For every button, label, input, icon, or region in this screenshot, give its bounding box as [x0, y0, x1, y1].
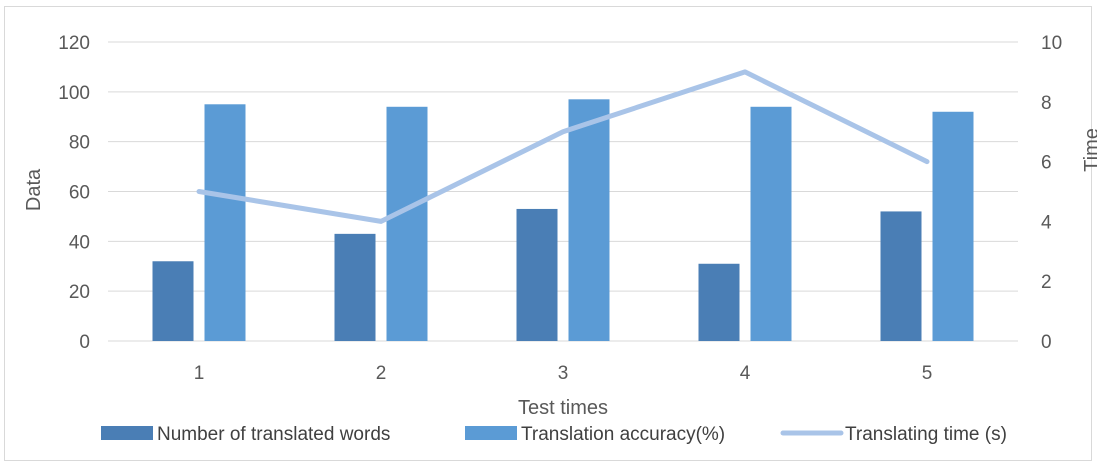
bar-translated-words [880, 211, 922, 341]
y-tick-label: 120 [58, 33, 90, 54]
bar-accuracy [932, 111, 974, 342]
y-tick-label: 0 [79, 332, 90, 353]
time-line [196, 69, 930, 224]
x-tick-label: 1 [194, 363, 205, 384]
line-point [926, 161, 928, 163]
y2-tick-label: 0 [1041, 332, 1052, 353]
gridlines [108, 41, 1018, 342]
legend-swatch-accuracy [465, 426, 517, 440]
y2-tick-label: 2 [1041, 272, 1052, 293]
legend-label-accuracy: Translation accuracy(%) [521, 424, 725, 445]
bar-accuracy [750, 106, 792, 342]
y-tick-label: 100 [58, 83, 90, 104]
line-point [380, 220, 382, 222]
x-tick-label: 3 [558, 363, 569, 384]
y2-axis-title: Time [1081, 128, 1097, 172]
y-tick-label: 40 [69, 232, 90, 253]
bar-accuracy [204, 104, 246, 342]
x-tick-label: 4 [740, 363, 751, 384]
legend: Number of translated words Translation a… [101, 424, 1007, 445]
bar-translated-words [516, 208, 558, 341]
y-tick-label: 80 [69, 133, 90, 154]
y-axis-title: Data [23, 168, 45, 211]
bars [152, 99, 974, 342]
legend-swatch-words [101, 426, 153, 440]
x-tick-label: 2 [376, 363, 387, 384]
y-tick-label: 60 [69, 183, 90, 204]
x-axis-ticks: 1 2 3 4 5 [194, 363, 933, 384]
y2-tick-label: 8 [1041, 93, 1052, 114]
bar-translated-words [698, 263, 740, 341]
y2-tick-label: 6 [1041, 153, 1052, 174]
y2-tick-label: 10 [1041, 33, 1062, 54]
right-axis-ticks: 0 2 4 6 8 10 [1041, 33, 1062, 353]
y-tick-label: 20 [69, 282, 90, 303]
line-point [198, 191, 200, 192]
y2-tick-label: 4 [1041, 212, 1052, 233]
line-translating-time [196, 69, 930, 224]
legend-label-time: Translating time (s) [845, 424, 1007, 445]
line-point [744, 71, 746, 73]
bar-accuracy [386, 106, 428, 342]
legend-label-words: Number of translated words [157, 424, 390, 445]
x-tick-label: 5 [922, 363, 933, 384]
line-point [562, 131, 564, 133]
x-axis-title: Test times [518, 397, 608, 419]
bar-accuracy [568, 99, 610, 341]
bar-translated-words [152, 261, 194, 341]
left-axis-ticks: 0 20 40 60 80 100 120 [58, 33, 90, 353]
bar-translated-words [334, 233, 376, 341]
